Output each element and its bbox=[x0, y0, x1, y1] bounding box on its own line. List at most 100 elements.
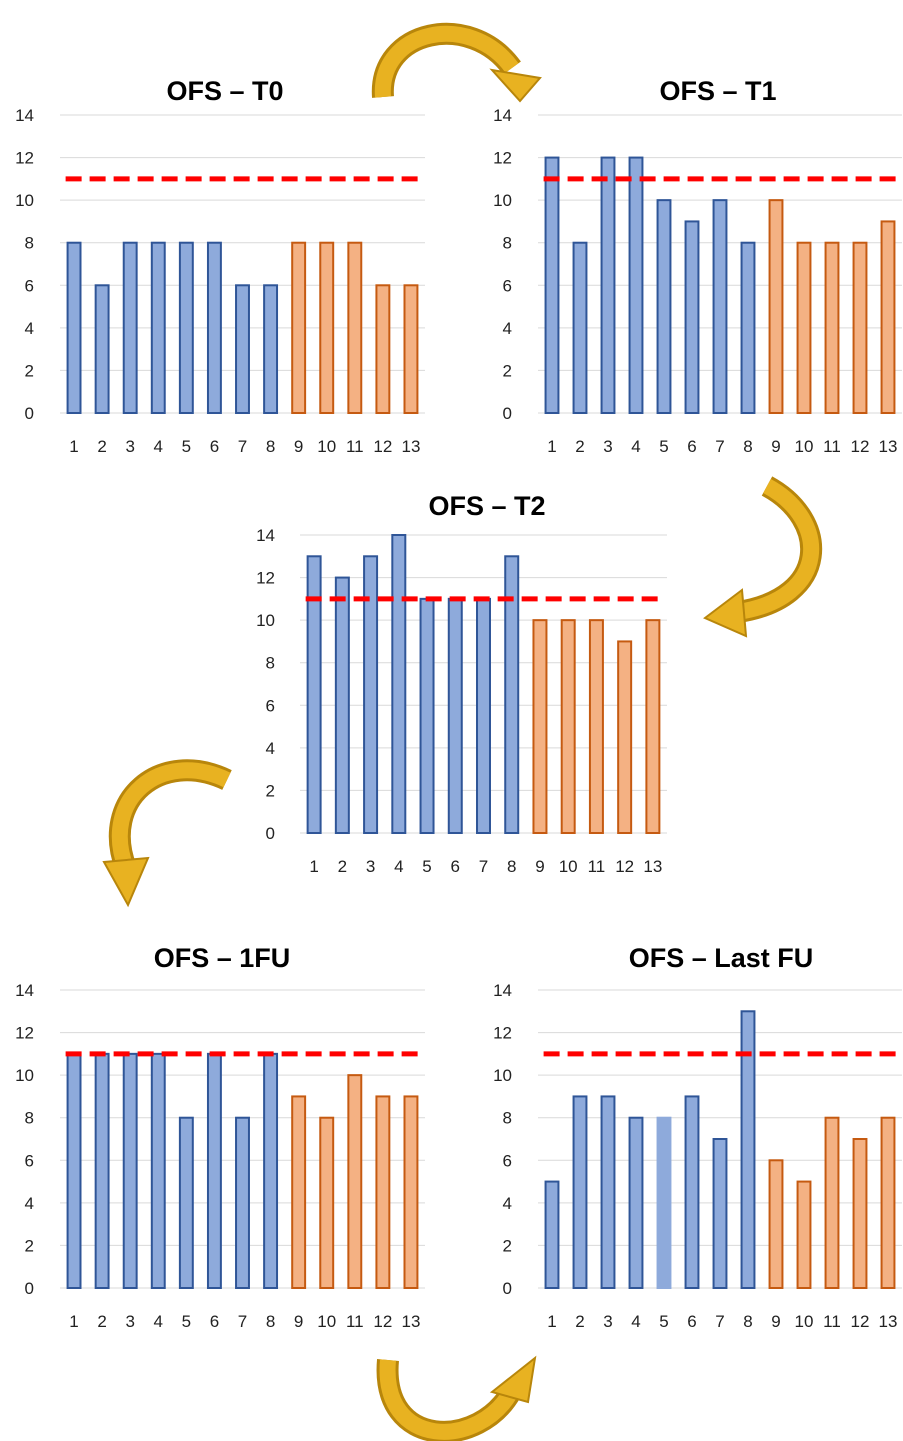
bar-7 bbox=[235, 284, 250, 414]
bar-5 bbox=[419, 597, 435, 834]
chart-title: OFS – 1FU bbox=[154, 943, 291, 973]
bar-9 bbox=[768, 199, 784, 414]
arrow-t1-to-t2-icon bbox=[703, 476, 823, 638]
x-tick-label: 6 bbox=[687, 1312, 696, 1331]
y-tick-label: 12 bbox=[256, 569, 275, 588]
x-tick-label: 1 bbox=[69, 1312, 78, 1331]
y-tick-label: 0 bbox=[25, 1279, 34, 1298]
bar-4 bbox=[150, 241, 166, 414]
x-tick-label: 6 bbox=[210, 437, 219, 456]
y-tick-label: 8 bbox=[503, 234, 512, 253]
bar-5 bbox=[178, 241, 194, 414]
x-tick-label: 10 bbox=[795, 1312, 814, 1331]
bar-2 bbox=[334, 576, 350, 834]
bar-13 bbox=[403, 1095, 419, 1290]
x-tick-label: 13 bbox=[879, 437, 898, 456]
bar-6 bbox=[684, 1095, 700, 1290]
x-tick-label: 12 bbox=[373, 1312, 392, 1331]
bar-10 bbox=[319, 1116, 335, 1289]
x-tick-label: 13 bbox=[879, 1312, 898, 1331]
y-tick-label: 0 bbox=[503, 1279, 512, 1298]
x-tick-label: 7 bbox=[479, 857, 488, 876]
chart-title: OFS – T0 bbox=[166, 76, 283, 106]
bar-2 bbox=[94, 284, 110, 414]
y-tick-label: 14 bbox=[15, 981, 34, 1000]
bar-9 bbox=[532, 619, 548, 835]
arrow-t2-to-1fu-icon bbox=[102, 759, 232, 908]
x-tick-label: 13 bbox=[402, 1312, 421, 1331]
x-tick-label: 11 bbox=[588, 857, 606, 876]
bar-1 bbox=[306, 555, 322, 834]
x-tick-label: 7 bbox=[715, 437, 724, 456]
bar-6 bbox=[447, 597, 463, 834]
x-tick-label: 8 bbox=[743, 1312, 752, 1331]
y-tick-label: 12 bbox=[15, 149, 34, 168]
bar-3 bbox=[363, 555, 379, 834]
x-tick-label: 3 bbox=[603, 1312, 612, 1331]
bar-9 bbox=[768, 1159, 784, 1290]
y-tick-label: 4 bbox=[503, 1194, 512, 1213]
x-tick-label: 5 bbox=[422, 857, 431, 876]
y-tick-label: 4 bbox=[25, 319, 34, 338]
x-tick-label: 3 bbox=[125, 437, 134, 456]
x-tick-label: 9 bbox=[294, 437, 303, 456]
bar-10 bbox=[560, 619, 576, 835]
bar-3 bbox=[122, 1052, 138, 1290]
y-tick-label: 2 bbox=[503, 1236, 512, 1255]
arrow-1fu-to-lastfu-icon bbox=[376, 1355, 537, 1441]
x-tick-label: 13 bbox=[643, 857, 662, 876]
y-tick-label: 8 bbox=[25, 1109, 34, 1128]
y-tick-label: 14 bbox=[256, 526, 275, 545]
bar-1 bbox=[66, 241, 82, 414]
x-tick-label: 12 bbox=[851, 1312, 870, 1331]
x-tick-label: 10 bbox=[559, 857, 578, 876]
y-tick-label: 6 bbox=[25, 276, 34, 295]
y-tick-label: 6 bbox=[503, 276, 512, 295]
x-tick-label: 2 bbox=[575, 437, 584, 456]
y-tick-label: 0 bbox=[25, 404, 34, 423]
x-tick-label: 3 bbox=[125, 1312, 134, 1331]
x-tick-label: 4 bbox=[154, 1312, 163, 1331]
bar-7 bbox=[712, 1138, 728, 1289]
bar-8 bbox=[740, 1010, 756, 1289]
x-tick-label: 13 bbox=[402, 437, 421, 456]
x-tick-label: 8 bbox=[743, 437, 752, 456]
y-tick-label: 2 bbox=[503, 361, 512, 380]
bar-13 bbox=[645, 619, 661, 835]
y-tick-label: 4 bbox=[503, 319, 512, 338]
x-tick-label: 11 bbox=[823, 1312, 841, 1331]
x-tick-label: 10 bbox=[795, 437, 814, 456]
x-tick-label: 4 bbox=[154, 437, 163, 456]
x-tick-label: 2 bbox=[338, 857, 347, 876]
bar-8 bbox=[263, 1052, 279, 1290]
x-tick-label: 2 bbox=[575, 1312, 584, 1331]
y-tick-label: 8 bbox=[25, 234, 34, 253]
bar-11 bbox=[824, 1116, 840, 1289]
x-tick-label: 7 bbox=[238, 1312, 247, 1331]
bar-6 bbox=[206, 241, 222, 414]
y-tick-label: 10 bbox=[15, 1066, 34, 1085]
y-tick-label: 12 bbox=[493, 149, 512, 168]
y-tick-label: 4 bbox=[266, 739, 275, 758]
bar-5 bbox=[178, 1116, 194, 1289]
y-tick-label: 2 bbox=[25, 1236, 34, 1255]
y-tick-label: 10 bbox=[15, 191, 34, 210]
bar-5 bbox=[656, 199, 672, 414]
chart-title: OFS – T1 bbox=[659, 76, 776, 106]
bar-12 bbox=[617, 640, 633, 835]
bar-1 bbox=[66, 1052, 82, 1290]
y-tick-label: 12 bbox=[15, 1024, 34, 1043]
x-tick-label: 1 bbox=[547, 437, 556, 456]
bar-7 bbox=[235, 1116, 250, 1289]
x-tick-label: 5 bbox=[659, 1312, 668, 1331]
x-tick-label: 12 bbox=[373, 437, 392, 456]
bar-8 bbox=[504, 555, 520, 834]
bar-13 bbox=[880, 220, 896, 414]
x-tick-label: 9 bbox=[294, 1312, 303, 1331]
x-tick-label: 9 bbox=[771, 437, 780, 456]
bar-7 bbox=[712, 199, 728, 414]
bar-11 bbox=[347, 1074, 363, 1289]
